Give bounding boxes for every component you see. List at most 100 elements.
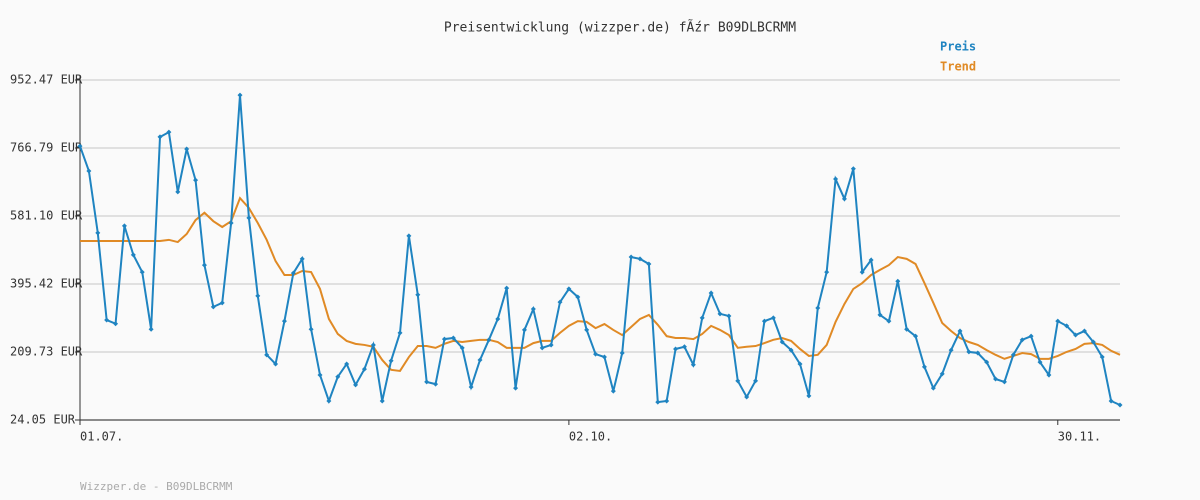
- point: [361, 366, 367, 372]
- point: [441, 336, 447, 342]
- point: [521, 327, 527, 333]
- point: [255, 293, 261, 299]
- point: [833, 176, 839, 182]
- point: [1046, 372, 1052, 378]
- point: [655, 399, 661, 405]
- point: [468, 384, 474, 390]
- point: [121, 223, 127, 229]
- point: [841, 196, 847, 202]
- point: [575, 294, 581, 300]
- point: [930, 385, 936, 391]
- series-line: [80, 196, 1121, 373]
- point: [281, 318, 287, 324]
- y-tick-label: 209.73 EUR: [10, 345, 83, 359]
- point: [1037, 359, 1043, 365]
- point: [299, 256, 305, 262]
- point: [628, 254, 634, 260]
- point: [770, 315, 776, 321]
- point: [913, 333, 919, 339]
- point: [139, 269, 145, 275]
- point: [921, 364, 927, 370]
- point: [797, 361, 803, 367]
- point: [1028, 333, 1034, 339]
- legend-label: Preis: [940, 40, 976, 54]
- point: [228, 220, 234, 226]
- point: [95, 230, 101, 236]
- point: [406, 233, 412, 239]
- point: [308, 326, 314, 332]
- point: [726, 313, 732, 319]
- point: [993, 376, 999, 382]
- point: [264, 352, 270, 358]
- point: [77, 143, 83, 149]
- point: [593, 351, 599, 357]
- point: [273, 361, 279, 367]
- point: [1019, 337, 1025, 343]
- point: [975, 350, 981, 356]
- point: [86, 168, 92, 174]
- point: [353, 382, 359, 388]
- point: [113, 321, 119, 327]
- point: [326, 398, 332, 404]
- point: [690, 362, 696, 368]
- point: [397, 330, 403, 336]
- point: [779, 339, 785, 345]
- series-line: [79, 95, 1121, 406]
- point: [166, 129, 172, 135]
- point: [984, 359, 990, 365]
- point: [201, 262, 207, 268]
- point: [957, 328, 963, 334]
- point: [1073, 332, 1079, 338]
- point: [415, 292, 421, 298]
- point: [530, 306, 536, 312]
- point: [1055, 318, 1061, 324]
- point: [744, 394, 750, 400]
- point: [815, 305, 821, 311]
- point: [148, 326, 154, 332]
- point: [184, 146, 190, 152]
- footer: Wizzper.de - B09DLBCRMM: [80, 480, 233, 493]
- legend-label: Trend: [940, 60, 976, 74]
- point: [495, 316, 501, 322]
- point: [1081, 328, 1087, 334]
- point: [504, 285, 510, 291]
- point: [664, 398, 670, 404]
- point: [193, 177, 199, 183]
- point: [1010, 352, 1016, 358]
- point: [939, 371, 945, 377]
- point: [850, 166, 856, 172]
- point: [904, 326, 910, 332]
- point: [868, 257, 874, 263]
- x-tick-label: 30.11.: [1058, 430, 1101, 444]
- x-tick-label: 01.07.: [80, 430, 123, 444]
- point: [619, 350, 625, 356]
- point: [459, 345, 465, 351]
- point: [317, 372, 323, 378]
- point: [210, 304, 216, 310]
- point: [877, 312, 883, 318]
- point: [450, 335, 456, 341]
- point: [237, 92, 243, 98]
- point: [1099, 354, 1105, 360]
- point: [370, 342, 376, 348]
- x-tick-label: 02.10.: [569, 430, 612, 444]
- point: [859, 269, 865, 275]
- y-tick-label: 766.79 EUR: [10, 140, 83, 154]
- point: [486, 337, 492, 343]
- point: [557, 299, 563, 305]
- point: [584, 327, 590, 333]
- point: [1064, 323, 1070, 329]
- point: [699, 315, 705, 321]
- y-tick-label: 395.42 EUR: [10, 276, 83, 290]
- y-tick-label: 24.05 EUR: [10, 413, 76, 427]
- point: [335, 374, 341, 380]
- point: [806, 393, 812, 399]
- point: [886, 318, 892, 324]
- point: [388, 358, 394, 364]
- point: [219, 300, 225, 306]
- point: [424, 379, 430, 385]
- point: [539, 345, 545, 351]
- point: [433, 381, 439, 387]
